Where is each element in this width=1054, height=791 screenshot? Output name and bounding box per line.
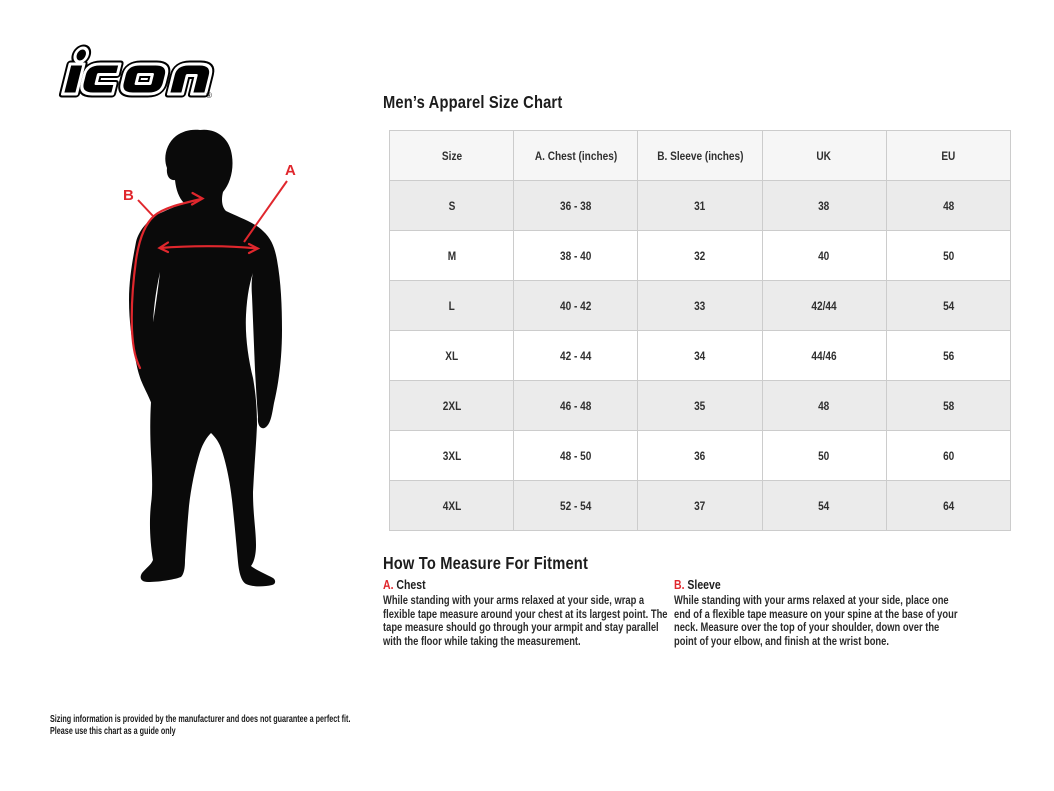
measure-section-sleeve: B. Sleeve While standing with your arms … — [674, 578, 1054, 648]
measure-text-chest: While standing with your arms relaxed at… — [383, 593, 668, 648]
chest-measure-line — [157, 241, 261, 255]
measure-guide-title: How To Measure For Fitment — [383, 553, 589, 573]
icon-brand-logo: ® — [46, 44, 222, 107]
table-header-row: Size A. Chest (inches) B. Sleeve (inches… — [388, 130, 1012, 181]
label-b: B — [123, 187, 134, 204]
disclaimer-line-2: Please use this chart as a guide only — [50, 726, 176, 737]
header-uk: UK — [761, 130, 887, 181]
label-a: A — [285, 162, 296, 179]
header-chest: A. Chest (inches) — [513, 130, 639, 181]
header-size: Size — [388, 130, 515, 181]
measure-section-chest: A. Chest While standing with your arms r… — [383, 578, 763, 648]
measure-text-sleeve: While standing with your arms relaxed at… — [674, 593, 958, 648]
label-b-pointer — [137, 199, 154, 217]
icon-logo-icon: ® — [58, 44, 215, 100]
size-chart-table: Size A. Chest (inches) B. Sleeve (inches… — [388, 130, 1012, 531]
table-row: XL 42 - 44 34 44/46 56 — [388, 330, 1012, 381]
sizing-disclaimer: Sizing information is provided by the ma… — [50, 714, 467, 738]
header-eu: EU — [885, 130, 1012, 181]
table-row: 4XL 52 - 54 37 54 64 — [388, 480, 1012, 531]
male-silhouette — [129, 129, 282, 587]
size-chart-title: Men’s Apparel Size Chart — [383, 92, 563, 112]
measure-label-chest: A. Chest — [383, 578, 426, 592]
table-row: L 40 - 42 33 42/44 54 — [388, 280, 1012, 331]
measurement-figure: A B — [60, 110, 360, 615]
measure-label-sleeve: B. Sleeve — [674, 578, 721, 592]
table-row: S 36 - 38 31 38 48 — [388, 180, 1012, 231]
table-row: M 38 - 40 32 40 50 — [388, 230, 1012, 281]
table-row: 3XL 48 - 50 36 50 60 — [388, 430, 1012, 481]
disclaimer-line-1: Sizing information is provided by the ma… — [50, 714, 351, 725]
header-sleeve: B. Sleeve (inches) — [637, 130, 763, 181]
table-row: 2XL 46 - 48 35 48 58 — [388, 380, 1012, 431]
sleeve-measure-line — [130, 191, 205, 370]
label-a-pointer — [243, 180, 288, 243]
registered-mark: ® — [206, 91, 212, 100]
